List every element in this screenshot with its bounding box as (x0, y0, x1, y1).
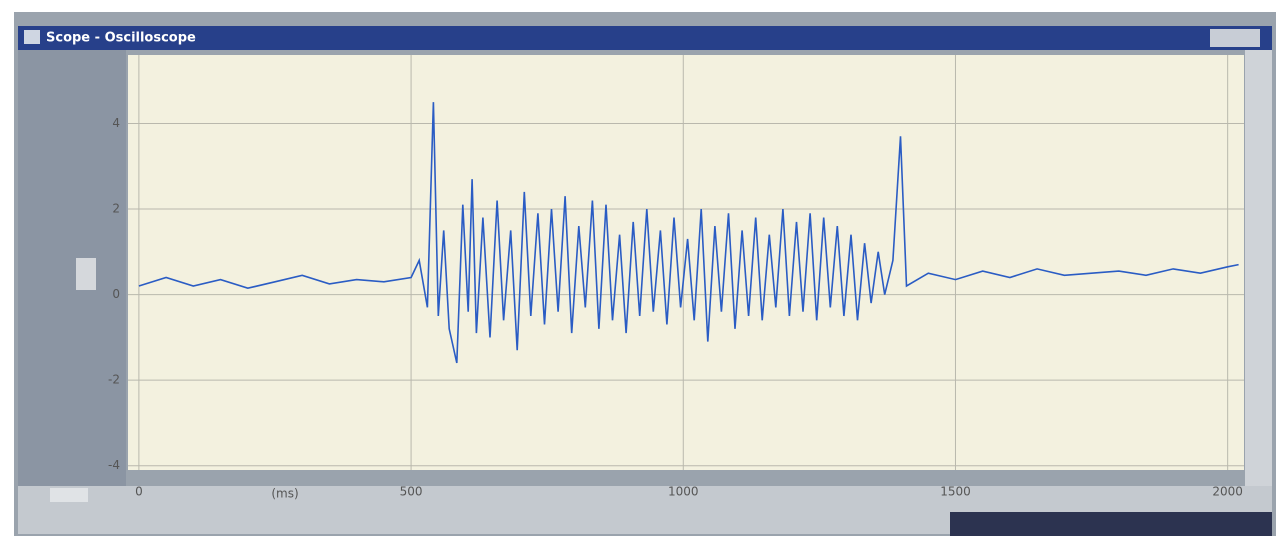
title-bar (18, 26, 1272, 50)
y-tick-label: 0 (112, 287, 120, 301)
side-panel (18, 50, 126, 490)
x-tick-label: 500 (400, 485, 423, 499)
x-tick-label: 1000 (668, 485, 699, 499)
scale-spinner[interactable] (76, 258, 96, 290)
y-tick-label: 2 (112, 202, 120, 216)
window-controls[interactable] (1210, 29, 1260, 47)
window-title: Scope - Oscilloscope (46, 31, 196, 46)
x-tick-label: 1500 (940, 485, 971, 499)
scrollbar[interactable] (1245, 50, 1272, 490)
taskbar (950, 512, 1272, 536)
y-tick-label: -4 (108, 458, 120, 472)
plot-area (128, 55, 1244, 470)
nav-buttons[interactable] (50, 488, 88, 502)
y-tick-label: 4 (112, 116, 120, 130)
window-icon (24, 30, 40, 44)
y-tick-label: -2 (108, 373, 120, 387)
x-tick-label: 0 (135, 485, 143, 499)
x-tick-label: 2000 (1212, 485, 1243, 499)
screen: Scope - Oscilloscope -4 -2 0 2 4 0 500 1000 1500… (0, 0, 1286, 540)
x-axis-label: (ms) (271, 487, 298, 501)
